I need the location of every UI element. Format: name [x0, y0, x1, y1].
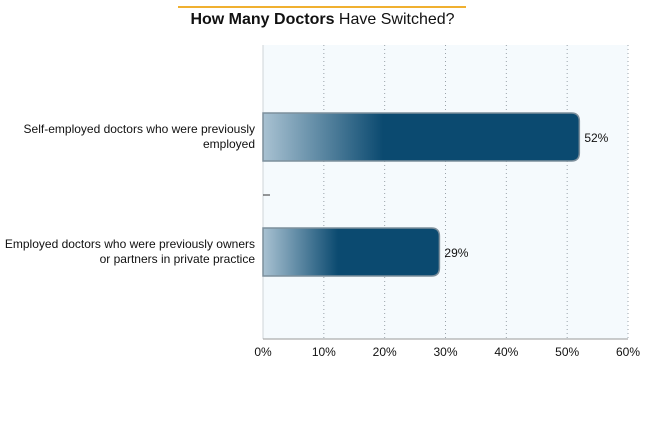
title-rule: [178, 6, 466, 8]
data-label: 52%: [584, 131, 608, 145]
x-tick-label: 20%: [373, 345, 397, 359]
bar: [262, 227, 441, 277]
x-tick-label: 10%: [312, 345, 336, 359]
x-tick-label: 60%: [616, 345, 640, 359]
bar: [262, 112, 581, 162]
category-label-1: Employed doctors who were previously own…: [4, 237, 255, 266]
title-bold: How Many Doctors: [190, 11, 335, 28]
title-rest: Have Switched?: [334, 11, 455, 28]
x-tick-label: 30%: [433, 345, 457, 359]
chart-title: How Many Doctors Have Switched?: [0, 11, 645, 29]
x-tick-label: 0%: [254, 345, 272, 359]
category-label-0: Self-employed doctors who were previousl…: [23, 122, 255, 151]
data-label: 29%: [444, 246, 468, 260]
x-tick-label: 50%: [555, 345, 579, 359]
x-tick-label: 40%: [494, 345, 518, 359]
